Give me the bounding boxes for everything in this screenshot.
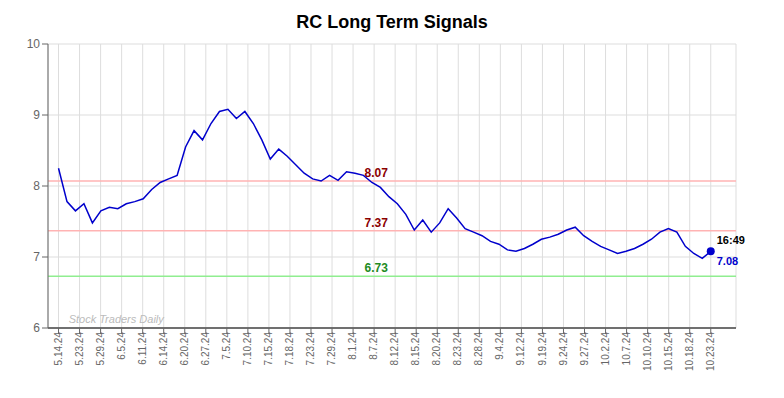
svg-text:8.12.24: 8.12.24 xyxy=(389,332,400,366)
svg-text:8.7.24: 8.7.24 xyxy=(368,332,379,360)
svg-text:5.14.24: 5.14.24 xyxy=(53,332,64,366)
svg-text:5.29.24: 5.29.24 xyxy=(95,332,106,366)
svg-text:7.18.24: 7.18.24 xyxy=(284,332,295,366)
svg-text:8.23.24: 8.23.24 xyxy=(452,332,463,366)
svg-text:8: 8 xyxy=(33,179,40,193)
svg-text:10.18.24: 10.18.24 xyxy=(684,332,695,371)
svg-text:7.37: 7.37 xyxy=(364,216,388,230)
svg-text:5.23.24: 5.23.24 xyxy=(74,332,85,366)
svg-text:8.15.24: 8.15.24 xyxy=(410,332,421,366)
svg-text:6: 6 xyxy=(33,321,40,335)
svg-text:7.15.24: 7.15.24 xyxy=(263,332,274,366)
svg-text:10.23.24: 10.23.24 xyxy=(705,332,716,371)
svg-text:6.5.24: 6.5.24 xyxy=(116,332,127,360)
svg-text:10.15.24: 10.15.24 xyxy=(663,332,674,371)
svg-text:10.10.24: 10.10.24 xyxy=(642,332,653,371)
svg-text:10.7.24: 10.7.24 xyxy=(621,332,632,366)
svg-text:8.1.24: 8.1.24 xyxy=(347,332,358,360)
svg-text:8.28.24: 8.28.24 xyxy=(473,332,484,366)
svg-text:7: 7 xyxy=(33,250,40,264)
svg-text:9.27.24: 9.27.24 xyxy=(579,332,590,366)
svg-text:9.12.24: 9.12.24 xyxy=(515,332,526,366)
svg-text:6.20.24: 6.20.24 xyxy=(179,332,190,366)
svg-text:8.20.24: 8.20.24 xyxy=(431,332,442,366)
svg-text:8.07: 8.07 xyxy=(364,166,388,180)
svg-text:7.23.24: 7.23.24 xyxy=(305,332,316,366)
svg-text:6.73: 6.73 xyxy=(364,261,388,275)
svg-text:6.27.24: 6.27.24 xyxy=(200,332,211,366)
svg-text:7.08: 7.08 xyxy=(717,255,738,267)
svg-text:9.19.24: 9.19.24 xyxy=(537,332,548,366)
svg-text:10: 10 xyxy=(27,37,41,51)
svg-text:Stock Traders Daily: Stock Traders Daily xyxy=(69,313,166,325)
svg-text:9.24.24: 9.24.24 xyxy=(558,332,569,366)
svg-text:9.4.24: 9.4.24 xyxy=(494,332,505,360)
svg-text:7.29.24: 7.29.24 xyxy=(326,332,337,366)
html-text:RC Long Term Signals: RC Long Term Signals xyxy=(296,12,488,32)
svg-text:6.14.24: 6.14.24 xyxy=(158,332,169,366)
svg-text:7.5.24: 7.5.24 xyxy=(221,332,232,360)
svg-text:16:49: 16:49 xyxy=(717,234,745,246)
svg-text:7.10.24: 7.10.24 xyxy=(242,332,253,366)
svg-text:10.2.24: 10.2.24 xyxy=(600,332,611,366)
svg-text:9: 9 xyxy=(33,108,40,122)
svg-text:6.11.24: 6.11.24 xyxy=(137,332,148,365)
